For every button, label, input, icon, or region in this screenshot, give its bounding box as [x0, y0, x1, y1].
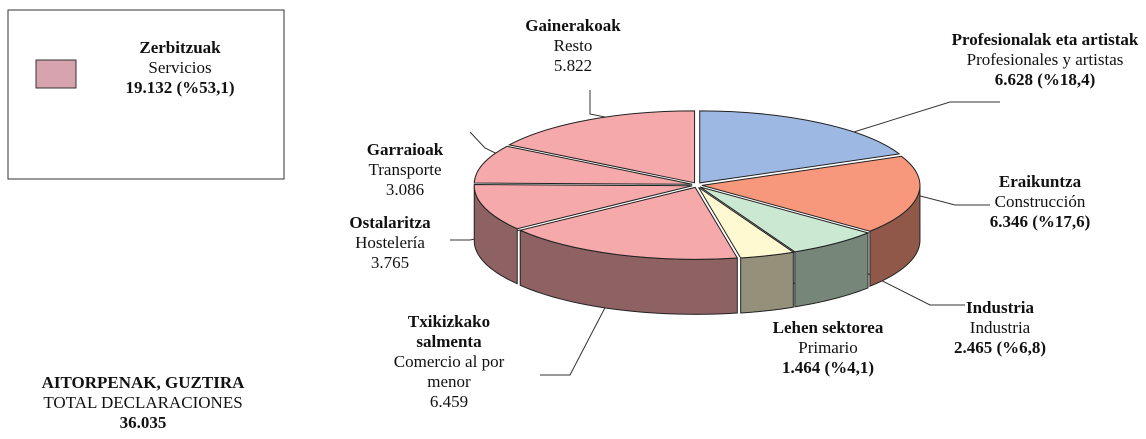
leader-line — [540, 274, 623, 376]
category-name-es: Profesionales y artistas — [966, 50, 1124, 69]
total-block: AITORPENAK, GUZTIRA TOTAL DECLARACIONES … — [0, 373, 286, 433]
legend-entry: Zerbitzuak Servicios 19.132 (%53,1) — [100, 38, 260, 98]
slice-label: Ostalaritza Hostelería 3.765 — [310, 213, 470, 273]
slice-label: Garraioak Transporte 3.086 — [325, 140, 485, 200]
category-name-es: Hostelería — [355, 233, 425, 252]
leader-line — [824, 101, 1000, 142]
category-name-es: Comercio al por menor — [393, 352, 505, 391]
value-label: 6.346 (%17,6) — [989, 212, 1091, 231]
slice — [507, 110, 696, 184]
value-label: 3.765 — [370, 253, 410, 272]
category-name: Industria — [965, 298, 1035, 317]
category-name: Profesionalak eta artistak — [951, 30, 1139, 49]
legend-name: Zerbitzuak — [139, 38, 221, 57]
category-name: Eraikuntza — [998, 172, 1082, 191]
value-label: 2.465 (%6,8) — [953, 338, 1047, 357]
legend-box — [7, 9, 285, 180]
value-label: 6.628 (%18,4) — [994, 70, 1096, 89]
value-label: 1.464 (%4,1) — [781, 358, 875, 377]
slice — [473, 183, 693, 230]
category-name: Lehen sektorea — [772, 318, 884, 337]
category-name-es: Transporte — [368, 160, 442, 179]
category-name: Garraioak — [366, 140, 444, 159]
category-name-es: Primario — [798, 338, 858, 357]
value-label: 5.822 — [553, 56, 593, 75]
slice-label: Profesionalak eta artistak Profesionales … — [945, 30, 1145, 90]
total-title: AITORPENAK, GUZTIRA — [41, 373, 245, 392]
legend-name-es: Servicios — [148, 58, 212, 77]
category-name: Txikizkako salmenta — [407, 312, 491, 351]
slice — [473, 145, 693, 185]
total-subtitle: TOTAL DECLARACIONES — [43, 393, 243, 412]
category-name-es: Resto — [553, 36, 593, 55]
slice-label: Eraikuntza Construcción 6.346 (%17,6) — [960, 172, 1120, 232]
slice — [518, 186, 739, 260]
legend-value: 19.132 (%53,1) — [125, 78, 235, 97]
slice-label: Industria Industria 2.465 (%6,8) — [920, 298, 1080, 358]
slice — [698, 186, 795, 259]
slice — [701, 155, 921, 232]
leader-line — [904, 191, 990, 206]
category-name-es: Industria — [969, 318, 1031, 337]
legend-swatch — [35, 59, 77, 89]
category-name: Ostalaritza — [349, 213, 431, 232]
category-name: Gainerakoak — [525, 16, 621, 35]
slice — [699, 110, 901, 184]
slice-label: Lehen sektorea Primario 1.464 (%4,1) — [748, 318, 908, 378]
category-name-es: Construcción — [994, 192, 1086, 211]
total-value: 36.035 — [119, 413, 167, 432]
slice — [699, 186, 870, 253]
slice-label: Gainerakoak Resto 5.822 — [493, 16, 653, 76]
value-label: 6.459 — [429, 392, 469, 411]
slice-side — [740, 251, 794, 314]
slice-label: Txikizkako salmenta Comercio al por menor… — [374, 312, 524, 412]
value-label: 3.086 — [385, 180, 425, 199]
